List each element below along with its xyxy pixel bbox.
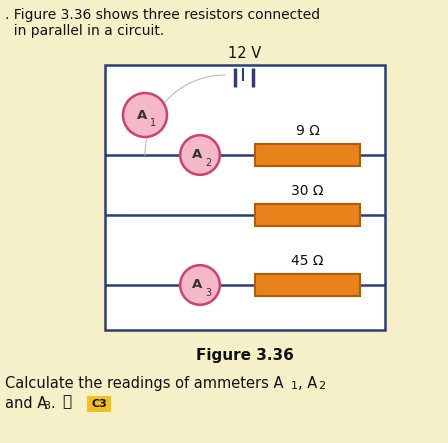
Bar	[255, 204, 360, 226]
Text: 12 V: 12 V	[228, 46, 262, 61]
Text: A: A	[192, 279, 202, 291]
Text: 1: 1	[291, 381, 298, 391]
Text: . Figure 3.36 shows three resistors connected: . Figure 3.36 shows three resistors conn…	[5, 8, 320, 22]
Text: 3: 3	[205, 288, 211, 298]
Text: C3: C3	[91, 399, 107, 409]
Circle shape	[180, 135, 220, 175]
Text: A: A	[192, 148, 202, 162]
Text: Calculate the readings of ammeters A: Calculate the readings of ammeters A	[5, 376, 284, 391]
Text: in parallel in a circuit.: in parallel in a circuit.	[5, 24, 164, 38]
Text: Figure 3.36: Figure 3.36	[196, 348, 294, 363]
Text: A: A	[137, 109, 147, 121]
Text: , A: , A	[298, 376, 317, 391]
Text: .: .	[50, 396, 55, 411]
Bar	[105, 65, 385, 330]
Text: 30 Ω: 30 Ω	[291, 184, 324, 198]
Text: and A: and A	[5, 396, 47, 411]
Text: 2: 2	[205, 158, 211, 168]
Circle shape	[180, 265, 220, 305]
FancyBboxPatch shape	[87, 396, 111, 412]
Text: 9 Ω: 9 Ω	[296, 124, 319, 138]
Bar	[255, 144, 360, 166]
Text: 3: 3	[43, 401, 50, 411]
Text: 🧠: 🧠	[62, 394, 71, 409]
Text: 1: 1	[150, 118, 156, 128]
Text: 45 Ω: 45 Ω	[291, 254, 324, 268]
Text: 2: 2	[318, 381, 325, 391]
Bar	[255, 274, 360, 296]
Circle shape	[123, 93, 167, 137]
